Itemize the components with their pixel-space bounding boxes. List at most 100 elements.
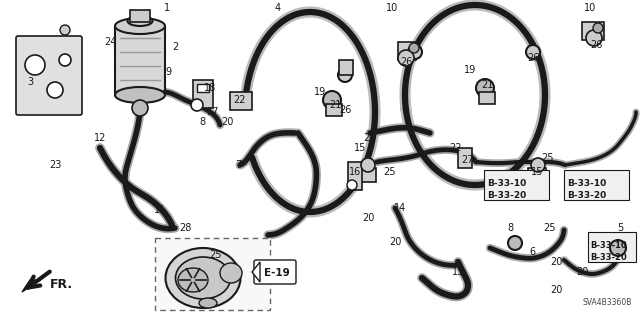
Ellipse shape [115,18,165,34]
Text: 22: 22 [449,143,461,153]
Bar [326,104,342,116]
Text: 20: 20 [550,257,562,267]
Text: 25: 25 [209,250,221,260]
Polygon shape [22,280,40,292]
Text: 25: 25 [384,167,396,177]
Bar [610,240,632,256]
Bar [458,148,472,168]
Text: 20: 20 [362,213,374,223]
Text: 2: 2 [172,42,178,52]
Text: 12: 12 [94,133,106,143]
Circle shape [361,158,375,172]
Bar [155,238,270,310]
Text: 9: 9 [165,67,171,77]
Text: 19: 19 [314,87,326,97]
Ellipse shape [166,248,241,308]
Text: 26: 26 [400,57,412,67]
Circle shape [526,45,540,59]
Text: 20: 20 [221,117,233,127]
Text: 13: 13 [452,267,464,277]
Ellipse shape [220,263,242,283]
Bar [339,60,353,75]
Bar [564,170,629,200]
Text: 17: 17 [207,107,219,117]
Text: 20: 20 [576,267,588,277]
Text: FR.: FR. [50,278,73,291]
Text: B-33-20: B-33-20 [590,253,627,262]
Text: 28: 28 [179,223,191,233]
Text: 10: 10 [386,3,398,13]
Text: 4: 4 [275,3,281,13]
Circle shape [593,23,603,33]
Text: 25: 25 [364,133,376,143]
Bar [484,170,549,200]
Ellipse shape [127,16,152,26]
Text: 20: 20 [389,237,401,247]
Text: 18: 18 [204,83,216,93]
Text: 20: 20 [550,285,562,295]
Circle shape [60,25,70,35]
Text: 27: 27 [461,155,473,165]
Circle shape [586,30,602,46]
Text: B-33-10: B-33-10 [590,241,627,249]
Bar [193,80,213,108]
Bar [528,168,546,182]
Circle shape [338,68,352,82]
Bar [358,168,376,182]
Text: 5: 5 [617,223,623,233]
Circle shape [531,158,545,172]
Text: B-33-10: B-33-10 [567,179,606,188]
Text: 8: 8 [199,117,205,127]
Text: B-33-10: B-33-10 [487,179,526,188]
Text: 24: 24 [104,37,116,47]
Circle shape [610,240,626,256]
Bar [582,22,604,40]
Circle shape [47,82,63,98]
Text: 21: 21 [481,80,493,90]
Bar [398,42,416,60]
Bar [115,26,165,95]
Circle shape [59,54,71,66]
Bar [197,84,209,92]
Bar [479,92,495,104]
Circle shape [191,99,203,111]
Ellipse shape [178,268,208,292]
Text: 15: 15 [531,167,543,177]
Bar [348,162,362,190]
Circle shape [132,100,148,116]
Circle shape [323,91,341,109]
Ellipse shape [199,298,217,308]
Bar [230,92,252,110]
Text: 3: 3 [27,77,33,87]
Bar [588,232,636,262]
FancyBboxPatch shape [16,36,82,115]
Text: 23: 23 [49,160,61,170]
Text: SVA4B3360B: SVA4B3360B [582,298,632,307]
Text: 15: 15 [354,143,366,153]
Text: 26: 26 [339,105,351,115]
Text: 1: 1 [164,3,170,13]
Text: 11: 11 [154,205,166,215]
Text: 8: 8 [507,223,513,233]
Circle shape [408,45,422,59]
Circle shape [347,180,357,190]
Text: 25: 25 [541,153,554,163]
Text: 26: 26 [527,53,539,63]
Text: 26: 26 [590,40,602,50]
Text: 21: 21 [329,100,341,110]
Text: 25: 25 [544,223,556,233]
Text: 19: 19 [464,65,476,75]
Circle shape [409,43,419,53]
Polygon shape [252,262,260,282]
Circle shape [25,55,45,75]
Circle shape [398,50,414,66]
Ellipse shape [115,87,165,103]
Text: 16: 16 [349,167,361,177]
Text: B-33-20: B-33-20 [567,190,606,199]
Ellipse shape [175,257,230,299]
Text: 7: 7 [235,160,241,170]
Circle shape [508,236,522,250]
Bar [130,10,150,22]
FancyBboxPatch shape [254,260,296,284]
Text: B-33-20: B-33-20 [487,190,526,199]
